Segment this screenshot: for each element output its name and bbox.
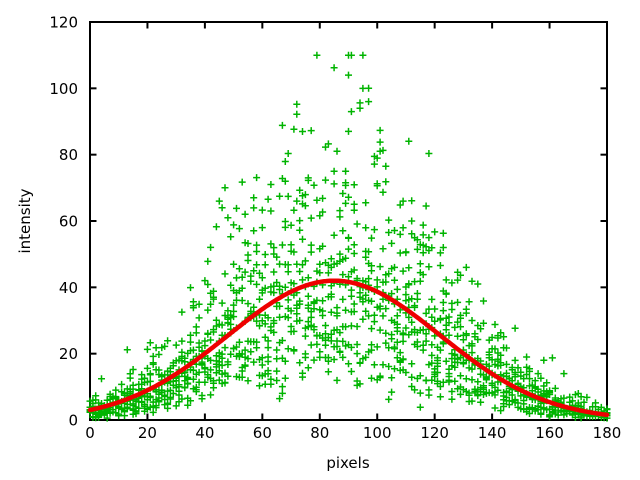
x-axis-label: pixels: [326, 454, 370, 472]
y-tick-label: 40: [59, 279, 78, 297]
x-tick-label: 160: [535, 424, 564, 442]
y-tick-label: 0: [68, 412, 78, 430]
x-tick-label: 60: [253, 424, 272, 442]
y-tick-label: 20: [59, 345, 78, 363]
x-tick-label: 180: [593, 424, 622, 442]
plot-area: 0 20 40 60 80 100 120 140 160 180 0 20 40 60 80 100 120: [49, 14, 621, 443]
x-tick-label: 140: [478, 424, 507, 442]
x-tick-label: 80: [310, 424, 329, 442]
x-tick-label: 120: [420, 424, 449, 442]
y-tick-label: 80: [59, 146, 78, 164]
x-tick-label: 20: [138, 424, 157, 442]
fit-curve: [87, 278, 610, 418]
x-tick-label: 100: [363, 424, 392, 442]
y-axis-label: intensity: [16, 188, 34, 253]
y-tick-label: 100: [49, 80, 78, 98]
x-tick-label: 0: [85, 424, 95, 442]
x-tick-label: 40: [195, 424, 214, 442]
y-tick-label: 120: [49, 14, 78, 32]
y-tick-label: 60: [59, 213, 78, 231]
